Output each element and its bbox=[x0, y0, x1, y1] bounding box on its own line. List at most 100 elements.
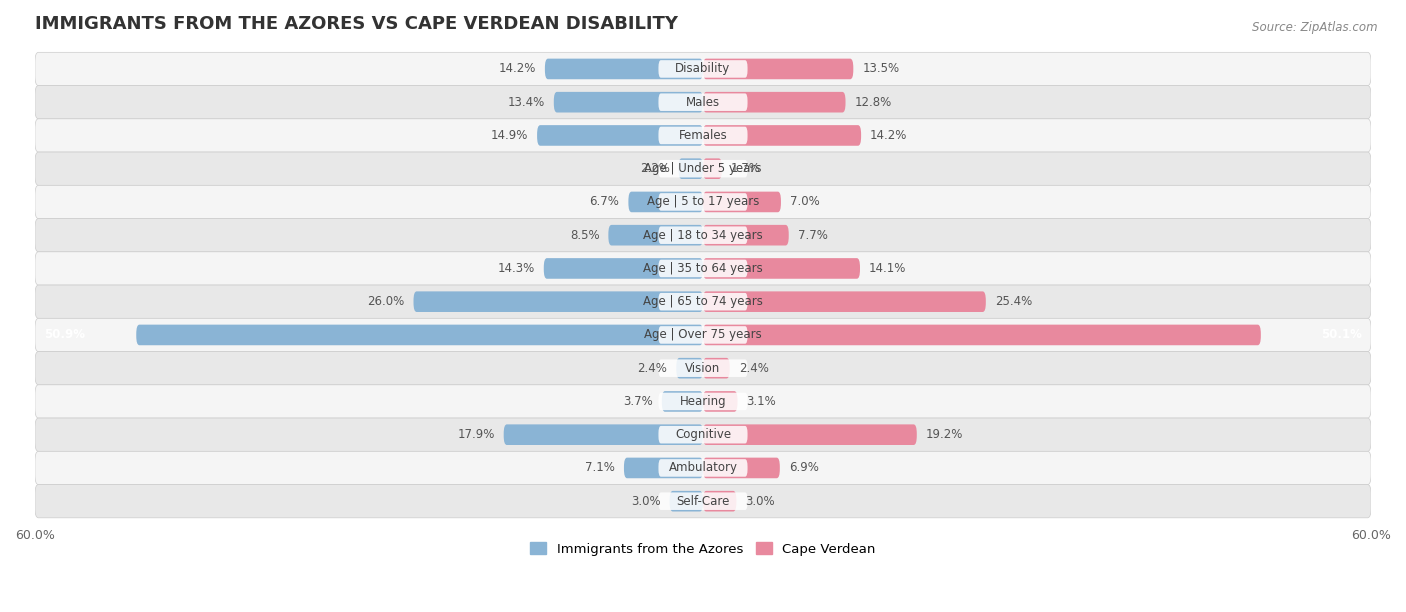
Text: 14.3%: 14.3% bbox=[498, 262, 534, 275]
FancyBboxPatch shape bbox=[703, 258, 860, 278]
Text: 14.2%: 14.2% bbox=[870, 129, 907, 142]
Text: 19.2%: 19.2% bbox=[925, 428, 963, 441]
FancyBboxPatch shape bbox=[658, 293, 748, 310]
FancyBboxPatch shape bbox=[658, 493, 748, 510]
Text: 6.9%: 6.9% bbox=[789, 461, 818, 474]
Text: 17.9%: 17.9% bbox=[457, 428, 495, 441]
Text: 3.0%: 3.0% bbox=[631, 494, 661, 508]
FancyBboxPatch shape bbox=[703, 159, 721, 179]
FancyBboxPatch shape bbox=[703, 92, 845, 113]
Text: Males: Males bbox=[686, 95, 720, 109]
FancyBboxPatch shape bbox=[658, 60, 748, 78]
Text: Age | 18 to 34 years: Age | 18 to 34 years bbox=[643, 229, 763, 242]
Legend: Immigrants from the Azores, Cape Verdean: Immigrants from the Azores, Cape Verdean bbox=[524, 537, 882, 561]
Text: 3.0%: 3.0% bbox=[745, 494, 775, 508]
FancyBboxPatch shape bbox=[658, 426, 748, 444]
FancyBboxPatch shape bbox=[35, 86, 1371, 119]
Text: 14.2%: 14.2% bbox=[499, 62, 536, 75]
FancyBboxPatch shape bbox=[609, 225, 703, 245]
Text: Ambulatory: Ambulatory bbox=[668, 461, 738, 474]
FancyBboxPatch shape bbox=[35, 351, 1371, 385]
Text: 13.4%: 13.4% bbox=[508, 95, 546, 109]
Text: 25.4%: 25.4% bbox=[994, 295, 1032, 308]
Text: 2.4%: 2.4% bbox=[637, 362, 668, 375]
FancyBboxPatch shape bbox=[35, 218, 1371, 252]
FancyBboxPatch shape bbox=[658, 359, 748, 377]
FancyBboxPatch shape bbox=[703, 491, 737, 512]
FancyBboxPatch shape bbox=[703, 192, 780, 212]
FancyBboxPatch shape bbox=[503, 424, 703, 445]
Text: Age | Over 75 years: Age | Over 75 years bbox=[644, 329, 762, 341]
FancyBboxPatch shape bbox=[35, 385, 1371, 418]
FancyBboxPatch shape bbox=[658, 226, 748, 244]
Text: Disability: Disability bbox=[675, 62, 731, 75]
Text: 50.1%: 50.1% bbox=[1322, 329, 1362, 341]
Text: Age | 65 to 74 years: Age | 65 to 74 years bbox=[643, 295, 763, 308]
Text: 2.2%: 2.2% bbox=[640, 162, 669, 175]
FancyBboxPatch shape bbox=[703, 225, 789, 245]
FancyBboxPatch shape bbox=[624, 458, 703, 478]
FancyBboxPatch shape bbox=[662, 391, 703, 412]
Text: Age | Under 5 years: Age | Under 5 years bbox=[644, 162, 762, 175]
FancyBboxPatch shape bbox=[703, 324, 1261, 345]
FancyBboxPatch shape bbox=[703, 391, 738, 412]
FancyBboxPatch shape bbox=[544, 258, 703, 278]
Text: 7.7%: 7.7% bbox=[797, 229, 828, 242]
FancyBboxPatch shape bbox=[35, 152, 1371, 185]
FancyBboxPatch shape bbox=[554, 92, 703, 113]
Text: 13.5%: 13.5% bbox=[862, 62, 900, 75]
FancyBboxPatch shape bbox=[703, 358, 730, 378]
FancyBboxPatch shape bbox=[658, 459, 748, 477]
Text: 3.7%: 3.7% bbox=[623, 395, 652, 408]
Text: 26.0%: 26.0% bbox=[367, 295, 405, 308]
Text: 1.7%: 1.7% bbox=[731, 162, 761, 175]
Text: Self-Care: Self-Care bbox=[676, 494, 730, 508]
FancyBboxPatch shape bbox=[703, 291, 986, 312]
Text: Vision: Vision bbox=[685, 362, 721, 375]
FancyBboxPatch shape bbox=[413, 291, 703, 312]
Text: 14.9%: 14.9% bbox=[491, 129, 529, 142]
FancyBboxPatch shape bbox=[679, 159, 703, 179]
FancyBboxPatch shape bbox=[537, 125, 703, 146]
FancyBboxPatch shape bbox=[658, 127, 748, 144]
FancyBboxPatch shape bbox=[35, 52, 1371, 86]
Text: Source: ZipAtlas.com: Source: ZipAtlas.com bbox=[1253, 21, 1378, 34]
FancyBboxPatch shape bbox=[35, 119, 1371, 152]
FancyBboxPatch shape bbox=[136, 324, 703, 345]
Text: IMMIGRANTS FROM THE AZORES VS CAPE VERDEAN DISABILITY: IMMIGRANTS FROM THE AZORES VS CAPE VERDE… bbox=[35, 15, 678, 33]
FancyBboxPatch shape bbox=[669, 491, 703, 512]
FancyBboxPatch shape bbox=[703, 458, 780, 478]
Text: Cognitive: Cognitive bbox=[675, 428, 731, 441]
Text: 6.7%: 6.7% bbox=[589, 195, 620, 209]
FancyBboxPatch shape bbox=[628, 192, 703, 212]
FancyBboxPatch shape bbox=[658, 259, 748, 277]
Text: 8.5%: 8.5% bbox=[569, 229, 599, 242]
FancyBboxPatch shape bbox=[703, 424, 917, 445]
FancyBboxPatch shape bbox=[35, 418, 1371, 451]
FancyBboxPatch shape bbox=[35, 252, 1371, 285]
FancyBboxPatch shape bbox=[658, 160, 748, 177]
FancyBboxPatch shape bbox=[703, 125, 860, 146]
Text: 3.1%: 3.1% bbox=[747, 395, 776, 408]
FancyBboxPatch shape bbox=[658, 94, 748, 111]
Text: 12.8%: 12.8% bbox=[855, 95, 891, 109]
FancyBboxPatch shape bbox=[35, 485, 1371, 518]
Text: 14.1%: 14.1% bbox=[869, 262, 907, 275]
FancyBboxPatch shape bbox=[35, 285, 1371, 318]
Text: 50.9%: 50.9% bbox=[44, 329, 84, 341]
FancyBboxPatch shape bbox=[676, 358, 703, 378]
FancyBboxPatch shape bbox=[35, 318, 1371, 351]
Text: 7.1%: 7.1% bbox=[585, 461, 614, 474]
Text: Females: Females bbox=[679, 129, 727, 142]
Text: Age | 5 to 17 years: Age | 5 to 17 years bbox=[647, 195, 759, 209]
Text: 7.0%: 7.0% bbox=[790, 195, 820, 209]
FancyBboxPatch shape bbox=[658, 393, 748, 410]
FancyBboxPatch shape bbox=[658, 326, 748, 344]
Text: 2.4%: 2.4% bbox=[738, 362, 769, 375]
Text: Age | 35 to 64 years: Age | 35 to 64 years bbox=[643, 262, 763, 275]
FancyBboxPatch shape bbox=[546, 59, 703, 79]
FancyBboxPatch shape bbox=[35, 185, 1371, 218]
FancyBboxPatch shape bbox=[703, 59, 853, 79]
Text: Hearing: Hearing bbox=[679, 395, 727, 408]
FancyBboxPatch shape bbox=[658, 193, 748, 211]
